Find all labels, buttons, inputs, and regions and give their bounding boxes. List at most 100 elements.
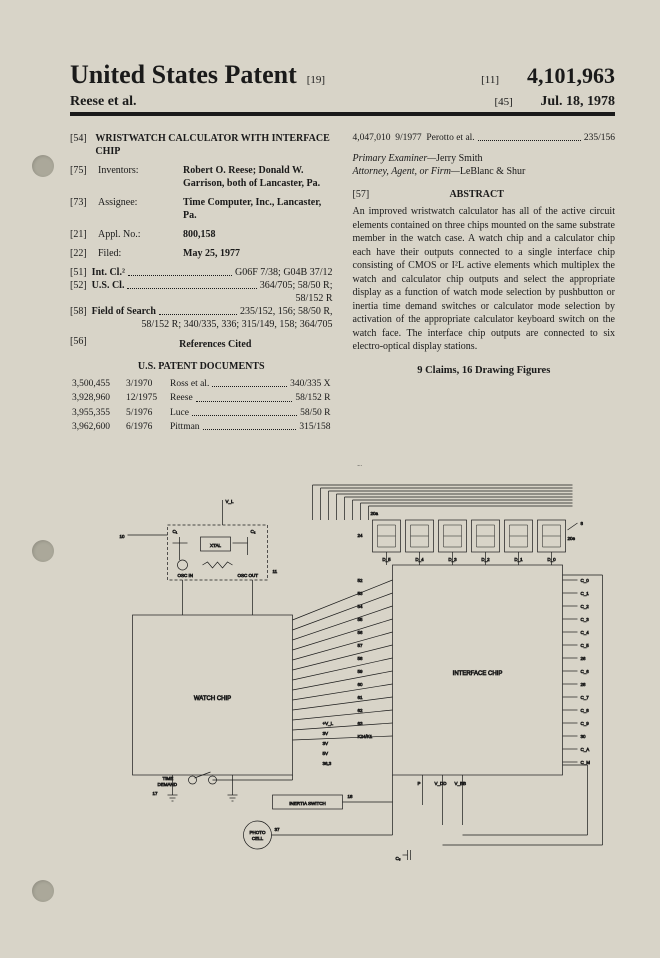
svg-text:K24/K1: K24/K1: [358, 734, 373, 739]
inertia-label: INERTIA SWITCH: [289, 801, 325, 806]
field-code: [54]: [70, 132, 95, 158]
svg-text:63: 63: [358, 721, 364, 726]
appl-no: 800,158: [183, 228, 333, 241]
field-code: [56]: [70, 335, 98, 354]
punch-hole-2: [32, 540, 54, 562]
svg-text:8: 8: [581, 521, 584, 526]
svg-text:C_0: C_0: [581, 578, 590, 583]
inventor-line: Reese et al.: [70, 94, 136, 110]
field-code: [75]: [70, 164, 98, 190]
circuit-diagram: WATCH CHIP INTERFACE CHIP XTAL OSC IN OS…: [70, 465, 615, 865]
svg-text:53: 53: [358, 591, 364, 596]
examiner: Jerry Smith: [436, 153, 482, 164]
header-code-19: [19]: [307, 74, 325, 86]
patent-columns: [54] WRISTWATCH CALCULATOR WITH INTERFAC…: [70, 132, 615, 435]
abstract-text: An improved wristwatch calculator has al…: [353, 205, 616, 354]
osc-in: OSC IN: [178, 573, 194, 578]
dot-leader: [127, 279, 256, 289]
interface-chip-label: INTERFACE CHIP: [453, 671, 503, 677]
patent-title: WRISTWATCH CALCULATOR WITH INTERFACE CHI…: [95, 132, 332, 158]
refs-label: References Cited: [98, 338, 333, 351]
abstract-code: [57]: [353, 189, 370, 200]
svg-text:5V: 5V: [323, 751, 329, 756]
svg-text:V_DD: V_DD: [435, 781, 448, 786]
svg-text:C_6: C_6: [581, 669, 590, 674]
svg-text:36,3: 36,3: [323, 761, 332, 766]
dot-leader: [128, 266, 232, 276]
header-code-45: [45]: [494, 96, 512, 108]
svg-text:C_9: C_9: [581, 721, 590, 726]
ref-row: 3,500,4553/1970Ross et al.340/335 X: [72, 378, 331, 390]
ref-row: 3,955,3555/1976Luce58/50 R: [72, 407, 331, 419]
svg-text:DP: DP: [358, 465, 364, 466]
patent-number: 4,101,963: [527, 63, 615, 88]
svg-text:C_M: C_M: [581, 760, 591, 765]
svg-text:C_7: C_7: [581, 695, 590, 700]
svg-text:52: 52: [358, 578, 364, 583]
claims-line: 9 Claims, 16 Drawing Figures: [353, 364, 616, 378]
svg-text:C_A: C_A: [581, 747, 590, 752]
svg-text:26: 26: [581, 656, 587, 661]
filed-date: May 25, 1977: [183, 247, 333, 260]
field-label: Int. Cl.²: [92, 267, 125, 278]
svg-text:10: 10: [120, 534, 126, 539]
us-cl: 364/705; 58/50 R;: [260, 279, 333, 292]
svg-text:P: P: [418, 781, 421, 786]
references-table: 3,500,4553/1970Ross et al.340/335 X 3,928…: [70, 376, 333, 435]
dot-leader: [159, 305, 237, 315]
field-code: [58]: [70, 306, 87, 317]
svg-text:PHOTO: PHOTO: [250, 830, 266, 835]
attorney: LeBlanc & Shur: [460, 166, 526, 177]
header-code-11: [11]: [481, 74, 499, 86]
svg-text:V_BB: V_BB: [455, 781, 467, 786]
ref-date: 9/1977: [395, 133, 421, 143]
field-label: Assignee:: [98, 196, 183, 222]
svg-text:3V: 3V: [323, 731, 329, 736]
svg-text:CELL: CELL: [252, 836, 264, 841]
patent-header-top: United States Patent [19] [11] 4,101,963: [70, 60, 615, 94]
inventors: Robert O. Reese; Donald W. Garrison, bot…: [183, 164, 333, 190]
svg-text:C_4: C_4: [581, 630, 590, 635]
svg-text:C_5: C_5: [581, 643, 590, 648]
field-label: Appl. No.:: [98, 228, 183, 241]
svg-text:57: 57: [358, 643, 364, 648]
svg-text:20a: 20a: [371, 511, 379, 516]
dot-leader: [478, 132, 581, 141]
field-search-2: 58/152 R; 340/335, 336; 315/149, 158; 36…: [70, 318, 333, 331]
punch-hole-1: [32, 155, 54, 177]
patent-header-sub: Reese et al. [45] Jul. 18, 1978: [70, 94, 615, 116]
punch-hole-3: [32, 880, 54, 902]
xtal-label: XTAL: [210, 543, 221, 548]
us-cl-2: 58/152 R: [70, 292, 333, 305]
ref-num: 4,047,010: [353, 133, 391, 143]
svg-text:56: 56: [358, 630, 364, 635]
svg-text:59: 59: [358, 669, 364, 674]
svg-text:20e: 20e: [568, 536, 576, 541]
field-code: [22]: [70, 247, 98, 260]
watch-chip-label: WATCH CHIP: [194, 696, 231, 702]
attorney-label: Attorney, Agent, or Firm—: [353, 166, 460, 177]
svg-text:60: 60: [358, 682, 364, 687]
field-code: [73]: [70, 196, 98, 222]
svg-text:V_L: V_L: [226, 499, 235, 504]
field-label: Field of Search: [92, 306, 156, 317]
svg-text:18: 18: [348, 794, 354, 799]
left-column: [54] WRISTWATCH CALCULATOR WITH INTERFAC…: [70, 132, 333, 435]
ref-name: Perotto et al.: [426, 133, 474, 143]
field-label: U.S. Cl.: [92, 280, 125, 291]
svg-text:C₂: C₂: [251, 529, 256, 534]
svg-text:62: 62: [358, 708, 364, 713]
ref-row: 3,928,96012/1975Reese58/152 R: [72, 392, 331, 404]
svg-text:17: 17: [153, 791, 159, 796]
field-code: [21]: [70, 228, 98, 241]
field-search: 235/152, 156; 58/50 R,: [240, 305, 333, 318]
ref-row: 3,962,6006/1976Pittman315/158: [72, 421, 331, 433]
svg-text:C₅: C₅: [396, 856, 401, 861]
svg-text:55: 55: [358, 617, 364, 622]
svg-text:37: 37: [275, 827, 281, 832]
assignee: Time Computer, Inc., Lancaster, Pa.: [183, 196, 333, 222]
refs-head: U.S. PATENT DOCUMENTS: [70, 360, 333, 373]
svg-text:C_2: C_2: [581, 604, 590, 609]
svg-text:54: 54: [358, 604, 364, 609]
svg-text:61: 61: [358, 695, 364, 700]
